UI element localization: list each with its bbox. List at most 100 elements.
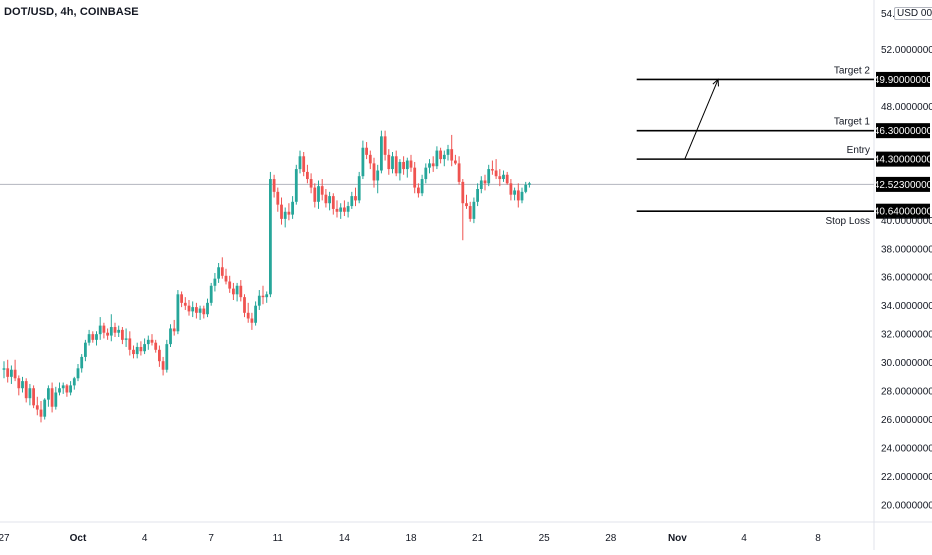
candle: [420, 174, 424, 197]
candle-body: [239, 285, 243, 298]
candle: [24, 378, 28, 403]
candle-body: [6, 368, 10, 377]
candle-body: [380, 136, 383, 171]
candle-body: [405, 160, 409, 170]
candle-body: [513, 190, 516, 195]
candle: [172, 319, 176, 336]
candle: [331, 193, 335, 215]
x-tick-label: 14: [339, 533, 351, 544]
candle: [294, 164, 298, 205]
candle-body: [442, 154, 446, 160]
candle-body: [324, 194, 328, 204]
candle: [161, 356, 165, 376]
candle: [250, 312, 254, 330]
projection-arrow-line[interactable]: [684, 79, 719, 160]
candle-body: [420, 179, 424, 194]
candle: [354, 187, 357, 207]
candle: [320, 179, 324, 201]
x-tick-label: Nov: [668, 533, 687, 544]
candle: [47, 385, 50, 407]
candle: [117, 325, 121, 337]
candle: [32, 385, 35, 409]
y-tick-label: 32.00000000: [881, 330, 932, 341]
candle: [87, 329, 91, 346]
candle: [213, 272, 217, 292]
candle: [405, 157, 409, 178]
candle: [387, 149, 391, 175]
candle: [468, 201, 472, 222]
candle-body: [183, 302, 187, 306]
projection-arrow-head: [712, 78, 719, 87]
candle: [368, 150, 372, 170]
candle-body: [524, 184, 528, 192]
candle-body: [80, 356, 84, 369]
candle: [309, 173, 313, 194]
candle: [135, 342, 139, 359]
candle-body: [61, 385, 65, 389]
candle: [176, 290, 180, 335]
candle-body: [180, 294, 183, 303]
candle-body: [413, 167, 417, 188]
y-tick-label: 48.00000000: [881, 102, 932, 113]
candle-body: [350, 196, 354, 207]
candle: [435, 146, 439, 170]
y-tick-label: 30.00000000: [881, 358, 932, 369]
candle: [391, 152, 394, 174]
candle-body: [472, 201, 476, 219]
candle-body: [516, 190, 520, 201]
candle: [139, 341, 143, 356]
stop-loss-level-text: Stop Loss: [826, 216, 870, 227]
candle-body: [468, 206, 472, 219]
candle: [361, 140, 365, 180]
candle-body: [76, 368, 80, 379]
candle-body: [113, 327, 117, 333]
candle-body: [306, 171, 309, 180]
candle-body: [250, 318, 254, 323]
candle: [65, 383, 69, 397]
candle-body: [439, 150, 442, 160]
candle: [2, 361, 6, 379]
candle: [383, 130, 387, 161]
candle-body: [72, 378, 76, 386]
candle-body: [450, 149, 454, 161]
candle: [376, 164, 380, 194]
candle: [6, 359, 10, 383]
candle: [461, 179, 465, 241]
candle: [417, 183, 420, 198]
candle-body: [520, 191, 524, 201]
candle: [217, 263, 220, 283]
candle: [269, 171, 272, 298]
target-2-price-label: 49.90000000: [874, 75, 932, 86]
candle: [524, 181, 528, 194]
candle-body: [269, 179, 272, 295]
candle: [98, 317, 102, 340]
candle-body: [313, 187, 317, 202]
candle-body: [287, 211, 291, 215]
candle-body: [91, 334, 95, 340]
candle-body: [198, 308, 202, 313]
candle: [494, 159, 498, 180]
candle-body: [487, 169, 491, 184]
y-tick-label: 40.00000000: [881, 216, 932, 227]
candle-body: [361, 147, 365, 177]
candle-body: [365, 147, 368, 155]
candle: [357, 171, 361, 204]
candle: [102, 322, 106, 339]
candle: [346, 201, 350, 218]
candle-body: [317, 186, 320, 202]
candle-body: [505, 174, 509, 184]
candle-body: [132, 349, 135, 355]
currency-unit-button[interactable]: USD 000: [894, 7, 932, 20]
candle: [28, 383, 32, 406]
candle: [487, 164, 491, 187]
candle-body: [257, 295, 261, 306]
candle: [302, 152, 306, 177]
candle: [224, 268, 228, 285]
candle: [454, 154, 457, 165]
candle: [72, 376, 76, 390]
candle-body: [124, 338, 128, 340]
candle: [235, 282, 239, 302]
candle-body: [398, 161, 402, 174]
